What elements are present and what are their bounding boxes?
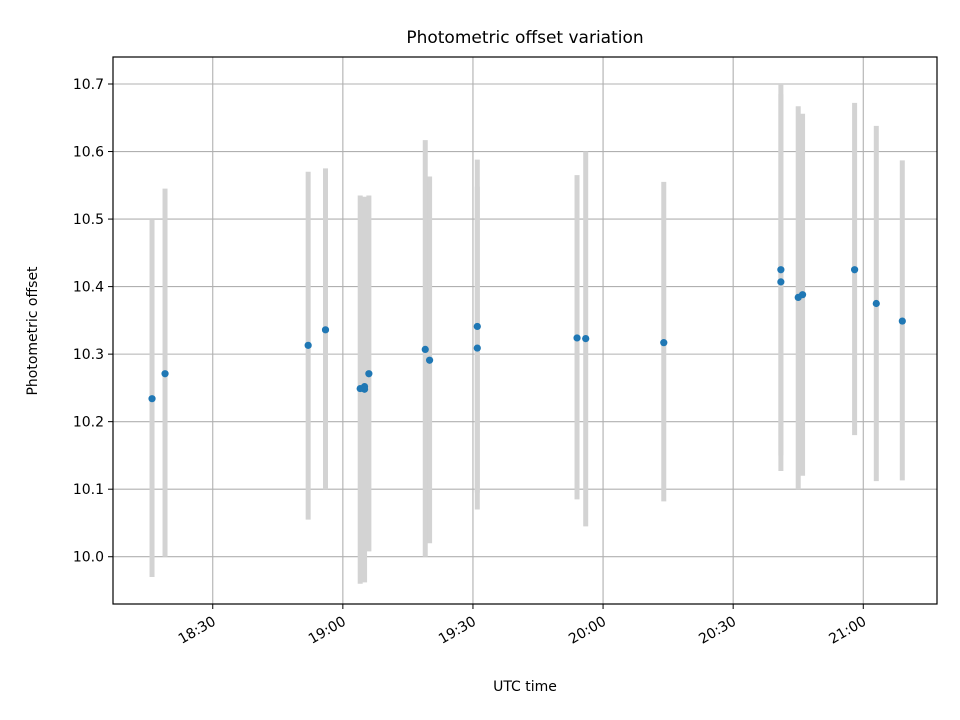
data-point bbox=[473, 344, 481, 352]
x-tick-label: 20:00 bbox=[566, 614, 609, 648]
data-point bbox=[365, 370, 373, 378]
data-point bbox=[851, 266, 859, 274]
plot-frame bbox=[112, 56, 938, 605]
data-point bbox=[321, 326, 330, 334]
x-ticks: 18:30 19:00 19:30 20:00 20:30 21:00 bbox=[176, 604, 869, 648]
x-axis-label: UTC time bbox=[493, 679, 557, 695]
x-tick-label: 18:30 bbox=[176, 614, 219, 648]
data-point bbox=[148, 395, 156, 403]
data-point bbox=[473, 322, 481, 331]
x-tick-label: 19:00 bbox=[306, 614, 349, 648]
data-point bbox=[582, 335, 590, 343]
data-point bbox=[304, 341, 312, 349]
grid-lines bbox=[113, 57, 937, 604]
y-tick-label: 10.5 bbox=[73, 212, 104, 228]
y-tick-label: 10.6 bbox=[73, 145, 104, 161]
data-point bbox=[421, 345, 429, 354]
data-point bbox=[161, 370, 169, 378]
y-ticks: 10.0 10.1 10.2 10.3 10.4 10.5 10.6 10.7 bbox=[73, 77, 113, 566]
data-point bbox=[777, 278, 785, 286]
data-point bbox=[898, 317, 906, 325]
x-tick-label: 19:30 bbox=[436, 614, 479, 648]
data-point bbox=[360, 385, 369, 393]
data-point bbox=[777, 266, 785, 274]
data-point bbox=[573, 334, 581, 342]
y-tick-label: 10.2 bbox=[73, 415, 104, 431]
data-point bbox=[425, 356, 434, 364]
data-points bbox=[148, 266, 906, 403]
error-bars bbox=[149, 84, 905, 584]
y-tick-label: 10.7 bbox=[73, 77, 104, 93]
data-point bbox=[872, 299, 880, 308]
x-tick-label: 21:00 bbox=[826, 614, 869, 648]
y-tick-label: 10.4 bbox=[73, 280, 104, 296]
data-point bbox=[660, 339, 668, 347]
data-point bbox=[798, 291, 807, 299]
chart-title: Photometric offset variation bbox=[406, 28, 643, 48]
y-tick-label: 10.1 bbox=[73, 482, 104, 498]
y-axis-label: Photometric offset bbox=[25, 266, 41, 396]
y-tick-label: 10.0 bbox=[73, 550, 104, 566]
x-tick-label: 20:30 bbox=[696, 614, 739, 648]
y-tick-label: 10.3 bbox=[73, 347, 104, 363]
